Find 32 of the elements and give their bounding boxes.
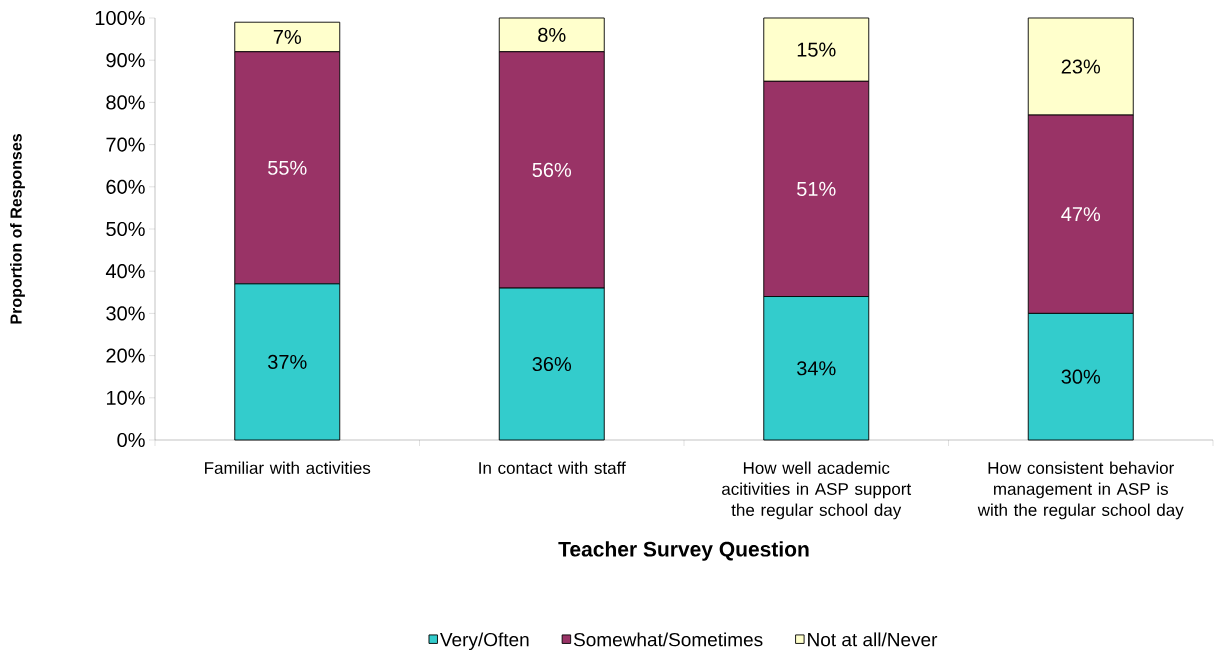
y-tick-label: 40% (105, 264, 145, 279)
y-tick-label: 30% (106, 306, 145, 321)
y-tick-label: 70% (106, 137, 145, 152)
data-label: 51% (797, 181, 836, 196)
y-tick-label: 80% (106, 95, 145, 110)
x-tick-label: Familiar with activities (205, 461, 371, 475)
y-axis-title: Proportion of Responses (10, 134, 25, 324)
data-label: 55% (268, 160, 307, 175)
y-tick-label: 60% (106, 179, 145, 194)
data-label: 37% (268, 354, 307, 370)
legend-label: Very/Often (440, 632, 529, 651)
y-tick-label: 10% (106, 390, 145, 405)
legend-label: Somewhat/Sometimes (573, 632, 763, 647)
data-label: 8% (538, 27, 566, 42)
data-label: 7% (273, 29, 301, 44)
x-axis-title: Teacher Survey Question (558, 541, 809, 561)
y-tick-label: 20% (106, 348, 145, 363)
data-label: 56% (532, 162, 572, 177)
legend-label: Not at all/Never (808, 632, 938, 647)
y-tick-label: 90% (106, 53, 145, 68)
x-tick-label: How consistent behavior management in ASP is with the regular school day (977, 461, 1184, 520)
data-label: 36% (532, 356, 572, 372)
data-label: 34% (797, 361, 836, 376)
data-label: 15% (797, 42, 836, 57)
data-label: 23% (1061, 59, 1101, 74)
data-label: 30% (1061, 369, 1101, 384)
x-tick-label: How well academic acitivities in ASP support the regular school day (722, 461, 912, 520)
y-tick-label: 50% (106, 221, 145, 237)
y-tick-label: 0% (117, 432, 145, 448)
x-tick-label: In contact with staff (479, 461, 626, 475)
y-tick-label: 100% (95, 10, 145, 26)
data-label: 47% (1061, 207, 1101, 222)
